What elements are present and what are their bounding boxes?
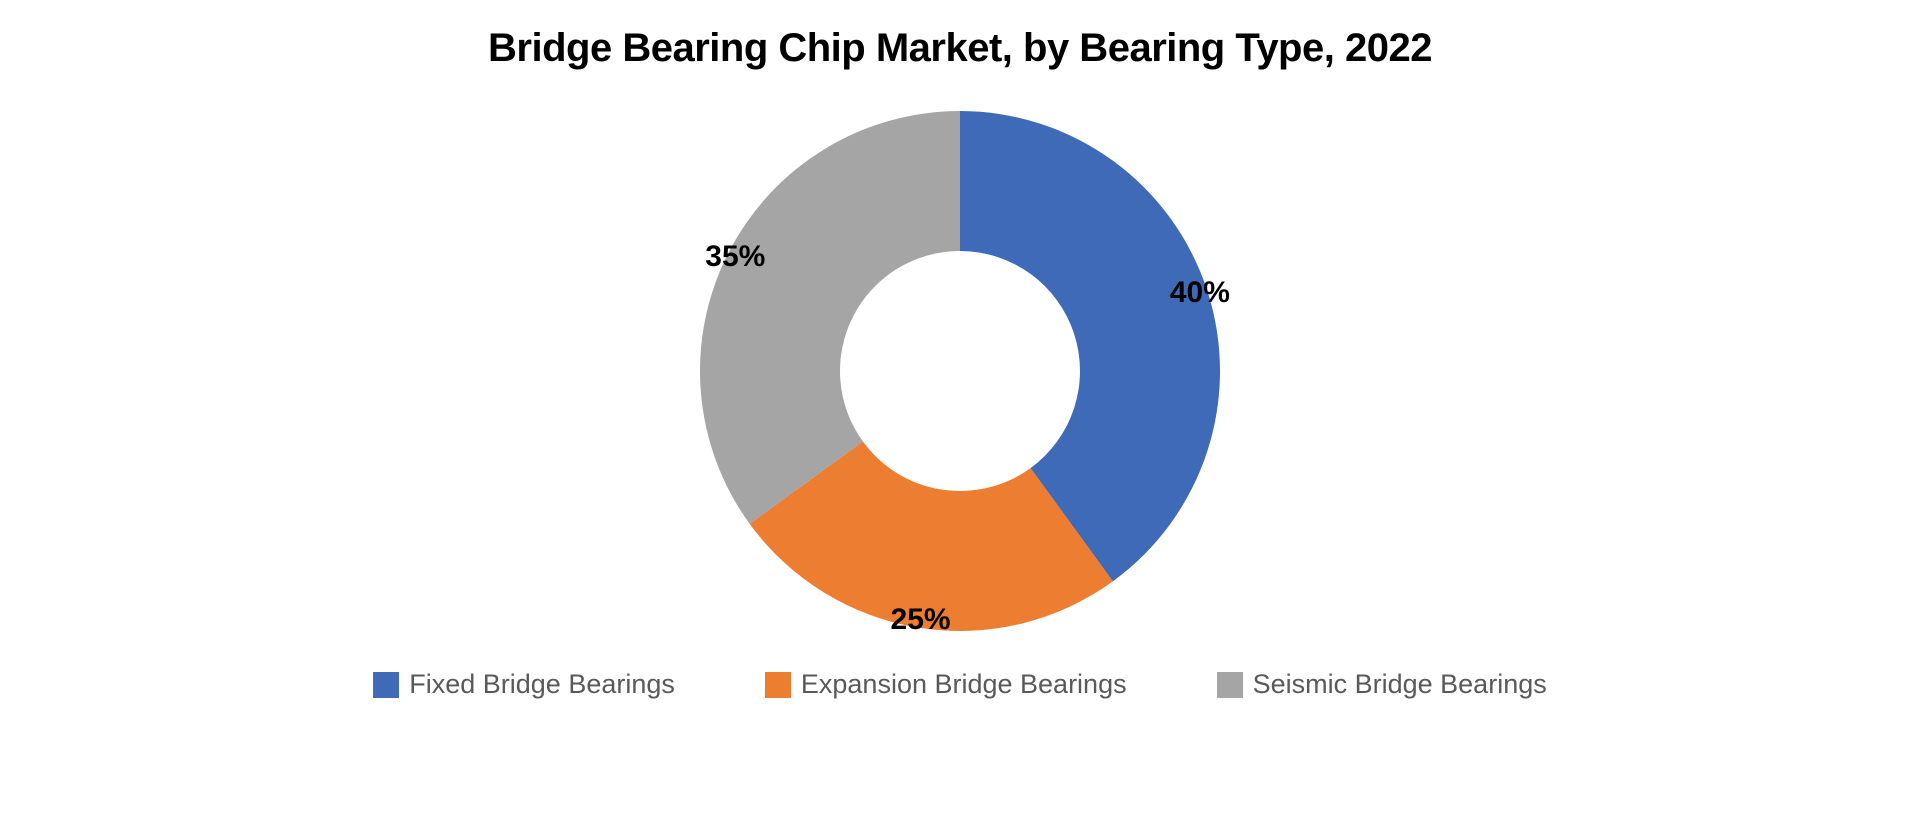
- legend: Fixed Bridge Bearings Expansion Bridge Be…: [373, 669, 1546, 700]
- donut-svg: [700, 111, 1220, 631]
- chart-container: Bridge Bearing Chip Market, by Bearing T…: [0, 0, 1920, 818]
- legend-label: Fixed Bridge Bearings: [409, 669, 675, 700]
- donut-chart: 40%25%35%: [700, 111, 1220, 631]
- slice-percent-label: 40%: [1170, 276, 1230, 310]
- legend-swatch: [373, 672, 399, 698]
- slice-percent-label: 35%: [705, 240, 765, 274]
- legend-item: Fixed Bridge Bearings: [373, 669, 675, 700]
- legend-item: Expansion Bridge Bearings: [765, 669, 1127, 700]
- donut-slice: [700, 111, 960, 524]
- slice-percent-label: 25%: [891, 603, 951, 637]
- chart-title: Bridge Bearing Chip Market, by Bearing T…: [488, 26, 1432, 71]
- legend-label: Expansion Bridge Bearings: [801, 669, 1127, 700]
- legend-swatch: [765, 672, 791, 698]
- legend-item: Seismic Bridge Bearings: [1217, 669, 1547, 700]
- legend-label: Seismic Bridge Bearings: [1253, 669, 1547, 700]
- legend-swatch: [1217, 672, 1243, 698]
